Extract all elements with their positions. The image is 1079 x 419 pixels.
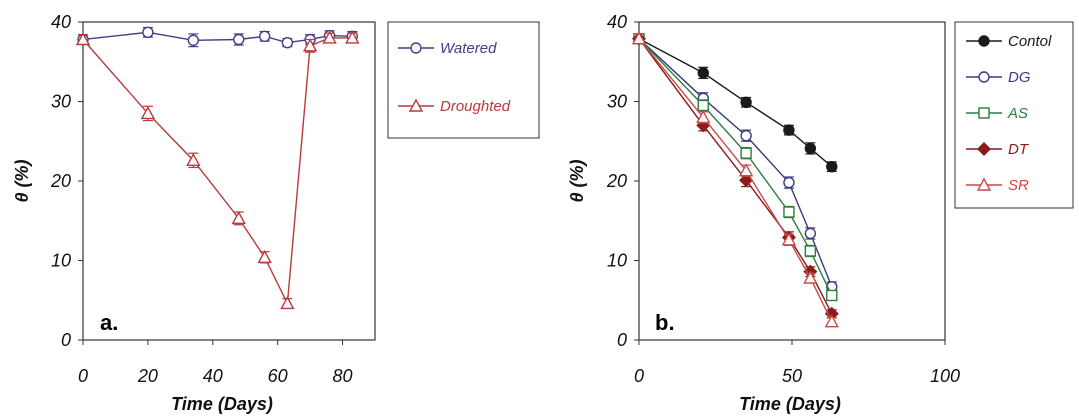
y-tick-label: 20 — [50, 171, 71, 191]
data-point — [345, 30, 360, 44]
legend-label: Contol — [1008, 33, 1052, 50]
data-point — [280, 295, 295, 310]
legend-label: DG — [1008, 69, 1031, 86]
legend-marker — [977, 142, 991, 156]
legend-entry-droughted: Droughted — [398, 98, 511, 115]
legend-label: Watered — [440, 40, 497, 57]
data-point — [804, 227, 817, 240]
panel-a-x-axis-title: Time (Days) — [171, 394, 273, 414]
x-tick-label: 20 — [137, 366, 158, 386]
panel-a-y-ticks: 0 10 20 30 40 — [50, 12, 83, 350]
legend-marker — [978, 107, 990, 119]
data-point — [631, 31, 647, 45]
x-tick-label: 0 — [634, 366, 644, 386]
panel-a-series — [75, 26, 360, 310]
panel-b-chart: 0 10 20 30 40 0 50 100 Time (Days) θ (%) b. Co… — [567, 12, 1074, 414]
data-point — [826, 289, 838, 302]
panel-a-legend-box — [387, 21, 540, 139]
y-tick-label: 30 — [607, 92, 627, 112]
y-tick-label: 20 — [606, 171, 627, 191]
panel-b-x-ticks: 0 50 100 — [634, 340, 960, 386]
legend-entry-dt: DT — [966, 141, 1030, 158]
data-point — [781, 232, 797, 246]
data-point — [738, 163, 754, 177]
data-point — [322, 30, 337, 44]
data-point — [140, 105, 156, 120]
y-tick-label: 30 — [51, 92, 71, 112]
legend-marker — [978, 71, 990, 83]
data-point — [75, 32, 91, 46]
data-point — [186, 152, 201, 167]
legend-entry-as: AS — [966, 105, 1028, 122]
panel-b-series — [631, 31, 839, 328]
y-tick-label: 10 — [51, 251, 71, 271]
panel-a-plot-frame — [82, 21, 376, 341]
x-tick-label: 100 — [930, 366, 960, 386]
data-point — [187, 34, 200, 46]
data-point — [142, 26, 154, 39]
panel-b-legend: Contol DG AS DT SR — [954, 21, 1074, 209]
data-point — [740, 96, 752, 108]
legend-label: DT — [1008, 141, 1030, 158]
panel-a-legend: Watered Droughted — [387, 21, 540, 139]
data-point — [696, 109, 711, 124]
data-point — [302, 38, 318, 52]
panel-a-chart: 0 10 20 30 40 0 20 40 60 80 Time (Days) θ (%) a.… — [12, 12, 540, 414]
legend-marker — [410, 42, 422, 54]
data-point — [803, 270, 818, 284]
legend-label: SR — [1008, 177, 1029, 194]
data-point — [804, 245, 817, 257]
y-tick-label: 10 — [607, 251, 627, 271]
data-point — [826, 160, 838, 173]
y-tick-label: 0 — [617, 330, 627, 350]
legend-marker — [408, 98, 424, 112]
legend-marker — [978, 35, 990, 47]
panel-a-x-ticks: 0 20 40 60 80 — [78, 340, 353, 386]
data-point — [257, 249, 272, 264]
panel-a-label: a. — [100, 310, 118, 335]
series-line — [638, 38, 833, 287]
legend-label: AS — [1007, 105, 1028, 122]
legend-entry-watered: Watered — [398, 40, 497, 57]
legend-entry-sr: SR — [966, 177, 1029, 194]
panel-b-x-axis-title: Time (Days) — [739, 394, 841, 414]
x-tick-label: 50 — [782, 366, 802, 386]
data-point — [783, 206, 795, 218]
legend-entry-contol: Contol — [966, 33, 1052, 50]
legend-marker — [976, 177, 992, 191]
x-tick-label: 80 — [333, 366, 353, 386]
y-tick-label: 0 — [61, 330, 71, 350]
x-tick-label: 60 — [268, 366, 288, 386]
series-droughted — [75, 30, 360, 310]
data-point — [740, 147, 752, 159]
data-point — [783, 176, 795, 189]
data-point — [824, 314, 839, 328]
data-point — [804, 142, 817, 155]
x-tick-label: 0 — [78, 366, 88, 386]
y-tick-label: 40 — [607, 12, 627, 32]
panel-a-y-axis-title: θ (%) — [12, 159, 32, 202]
series-line — [638, 38, 833, 323]
data-point — [258, 30, 271, 43]
data-point — [740, 129, 752, 142]
panel-b-y-ticks: 0 10 20 30 40 — [606, 12, 639, 350]
data-point — [783, 124, 795, 136]
legend-label: Droughted — [440, 98, 511, 115]
legend-entry-dg: DG — [966, 69, 1031, 86]
series-sr — [631, 31, 839, 328]
x-tick-label: 40 — [203, 366, 223, 386]
data-point — [231, 210, 246, 225]
panel-b-label: b. — [655, 310, 675, 335]
panel-b-y-axis-title: θ (%) — [567, 159, 587, 202]
panel-b-legend-box — [954, 21, 1074, 209]
y-tick-label: 40 — [51, 12, 71, 32]
data-point — [281, 36, 294, 49]
data-point — [233, 33, 245, 46]
data-point — [697, 67, 709, 79]
series-line — [638, 38, 833, 296]
data-point — [697, 99, 709, 112]
